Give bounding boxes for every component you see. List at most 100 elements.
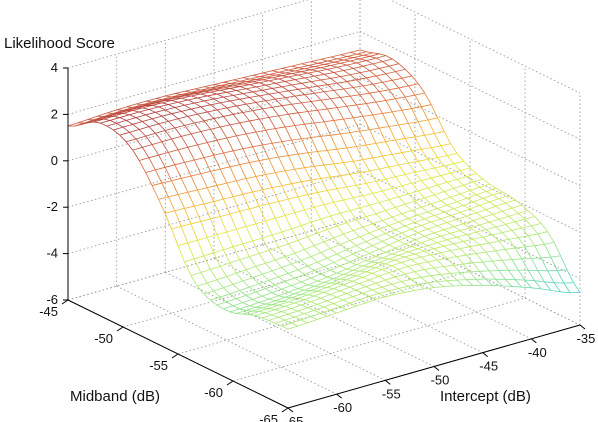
mesh-line bbox=[346, 104, 357, 107]
mesh-line bbox=[333, 90, 341, 98]
mesh-line bbox=[421, 254, 431, 258]
mesh-line bbox=[197, 282, 208, 287]
mesh-line bbox=[349, 95, 357, 106]
mesh-line bbox=[164, 210, 175, 214]
mesh-line bbox=[343, 87, 354, 90]
mesh-line bbox=[242, 299, 253, 304]
mesh-line bbox=[294, 125, 302, 139]
mesh-line bbox=[479, 242, 490, 246]
mesh-line bbox=[375, 178, 386, 182]
mesh-line bbox=[236, 226, 247, 230]
mesh-line bbox=[375, 263, 386, 268]
mesh-line bbox=[421, 180, 429, 189]
mesh-line bbox=[443, 191, 451, 198]
mesh-line bbox=[297, 240, 305, 250]
mesh-line bbox=[346, 53, 357, 57]
mesh-line bbox=[317, 303, 324, 308]
mesh-line bbox=[408, 193, 416, 202]
mesh-line bbox=[362, 226, 370, 234]
mesh-line bbox=[421, 203, 432, 208]
mesh-line bbox=[479, 221, 490, 226]
mesh-line bbox=[469, 244, 480, 248]
mesh-line bbox=[291, 225, 302, 230]
mesh-line bbox=[258, 311, 266, 314]
mesh-line bbox=[326, 300, 334, 304]
mesh-line bbox=[365, 237, 376, 242]
mesh-line bbox=[369, 248, 380, 254]
mesh-line bbox=[375, 57, 383, 62]
mesh-line bbox=[430, 235, 441, 240]
mesh-line bbox=[502, 259, 512, 261]
mesh-line bbox=[229, 308, 240, 313]
mesh-line bbox=[288, 74, 299, 78]
mesh-line bbox=[408, 232, 419, 237]
mesh-line bbox=[184, 102, 195, 106]
mesh-line bbox=[194, 100, 205, 104]
mesh-line bbox=[427, 259, 438, 263]
mesh-line bbox=[265, 100, 273, 108]
mesh-line bbox=[352, 276, 363, 282]
mesh-line bbox=[132, 121, 143, 125]
mesh-line bbox=[505, 221, 516, 225]
mesh-line bbox=[508, 215, 516, 223]
mesh-line bbox=[281, 139, 292, 143]
mesh-line bbox=[531, 287, 542, 290]
mesh-line bbox=[245, 306, 256, 311]
mesh-line bbox=[424, 232, 435, 237]
mesh-line bbox=[492, 214, 500, 220]
mesh-line bbox=[495, 224, 506, 228]
mesh-line bbox=[272, 105, 283, 108]
mesh-line bbox=[178, 146, 188, 151]
mesh-line bbox=[362, 85, 370, 94]
mesh-line bbox=[229, 122, 240, 126]
mesh-line bbox=[310, 137, 318, 152]
mesh-line bbox=[378, 262, 386, 265]
mesh-line bbox=[414, 253, 422, 258]
mesh-line bbox=[365, 286, 373, 291]
mesh-line bbox=[489, 240, 500, 244]
mesh-line bbox=[155, 111, 163, 117]
mesh-line bbox=[165, 95, 172, 98]
mesh-line bbox=[297, 294, 308, 299]
mesh-line bbox=[258, 160, 267, 175]
mesh-line bbox=[232, 114, 241, 124]
mesh-line bbox=[213, 116, 224, 119]
mesh-line bbox=[375, 279, 386, 284]
mesh-line bbox=[382, 61, 390, 67]
mesh-line bbox=[359, 279, 370, 284]
mesh-line bbox=[323, 291, 331, 295]
mesh-line bbox=[213, 252, 221, 267]
mesh-line bbox=[288, 114, 296, 126]
mesh-line bbox=[184, 208, 192, 225]
mesh-line bbox=[540, 257, 548, 271]
mesh-line bbox=[398, 251, 409, 256]
intercept-tick bbox=[482, 352, 488, 358]
mesh-line bbox=[356, 245, 364, 251]
mesh-line bbox=[366, 51, 374, 54]
mesh-line bbox=[417, 282, 428, 285]
mesh-line bbox=[495, 250, 503, 261]
mesh-line bbox=[310, 277, 318, 282]
mesh-line bbox=[175, 93, 182, 95]
mesh-line bbox=[469, 186, 480, 191]
mesh-line bbox=[236, 294, 247, 300]
mesh-line bbox=[304, 167, 312, 181]
mesh-line bbox=[401, 75, 412, 79]
mesh-line bbox=[469, 224, 480, 229]
mesh-line bbox=[278, 78, 286, 82]
mesh-line bbox=[446, 279, 457, 282]
mesh-line bbox=[298, 72, 309, 76]
mesh-line bbox=[252, 295, 263, 300]
mesh-line bbox=[223, 196, 234, 200]
mesh-line bbox=[311, 61, 318, 64]
mesh-line bbox=[126, 103, 137, 108]
mesh-line bbox=[178, 95, 185, 97]
mesh-line bbox=[213, 249, 224, 254]
mesh-line bbox=[174, 164, 182, 179]
mesh-line bbox=[327, 60, 335, 63]
mesh-line bbox=[301, 82, 309, 89]
mesh-line bbox=[430, 200, 441, 205]
mesh-line bbox=[346, 184, 357, 188]
mesh-line bbox=[437, 204, 448, 209]
mesh-line bbox=[388, 199, 396, 208]
